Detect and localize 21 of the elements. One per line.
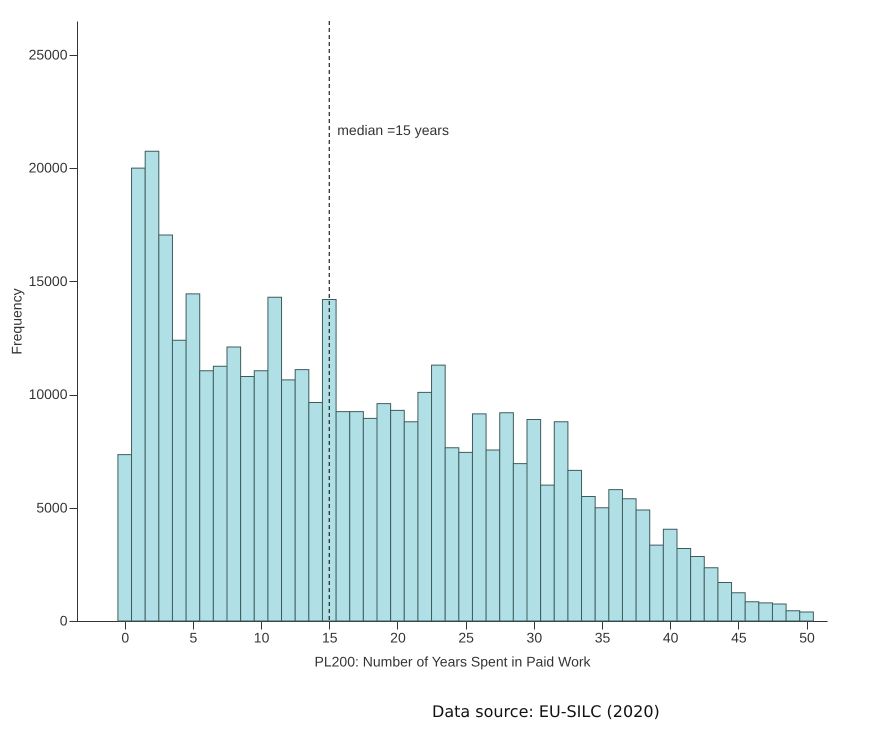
y-tick-label: 25000 <box>28 46 68 62</box>
x-tick-label: 35 <box>594 630 610 646</box>
x-axis-title: PL200: Number of Years Spent in Paid Work <box>314 654 592 670</box>
x-tick-label: 0 <box>121 630 130 646</box>
x-tick-label: 25 <box>458 630 474 646</box>
x-tick-label: 10 <box>254 630 270 646</box>
source-note: Data source: EU-SILC (2020) <box>432 702 660 721</box>
y-tick-label: 5000 <box>36 499 68 516</box>
x-tick-label: 40 <box>662 630 679 646</box>
x-tick-label: 5 <box>190 630 198 646</box>
x-tick-label: 45 <box>731 630 747 646</box>
y-tick-label: 10000 <box>28 386 68 402</box>
x-tick-label: 20 <box>390 630 406 646</box>
x-tick-label: 30 <box>526 630 542 646</box>
y-tick-label: 15000 <box>28 272 68 289</box>
ref-line-label: median =15 years <box>337 122 449 138</box>
x-tick-label: 15 <box>322 630 338 646</box>
y-axis-title: Frequency <box>8 288 25 355</box>
y-tick-label: 0 <box>60 612 68 628</box>
x-tick-label: 50 <box>799 630 816 646</box>
y-tick-label: 20000 <box>28 160 68 176</box>
